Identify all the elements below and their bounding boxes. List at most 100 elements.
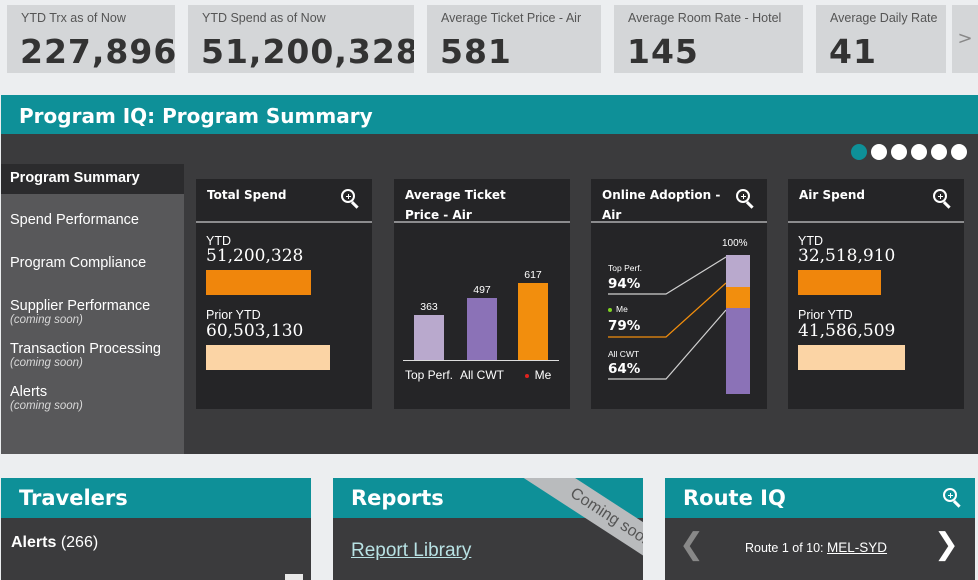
chevron-left-icon[interactable]: ❮: [679, 527, 705, 562]
alerts-label: Alerts: [11, 534, 57, 551]
program-iq-body: Program Summary Spend Performance Progra…: [1, 134, 978, 454]
nav-sub-label: (coming soon): [10, 314, 83, 326]
kpi-value: 145: [627, 32, 699, 71]
kpi-label: YTD Spend as of Now: [202, 11, 326, 25]
card-title: Air Spend: [799, 188, 865, 202]
me-label-text: Me: [616, 304, 628, 314]
prior-ytd-value: 41,586,509: [798, 321, 896, 341]
prior-ytd-value: 60,503,130: [206, 321, 304, 341]
kpi-value: 41: [829, 32, 877, 71]
me-label: Me: [608, 304, 628, 314]
kpi-label: YTD Trx as of Now: [21, 11, 126, 25]
kpi-value: 51,200,328: [201, 32, 414, 71]
stack-segment-me: [726, 287, 750, 308]
air-spend-card: Air Spend YTD 32,518,910 Prior YTD 41,58…: [788, 179, 964, 409]
stack-segment-all-cwt: [726, 308, 750, 394]
nav-label: Program Compliance: [10, 255, 147, 271]
carousel-dot[interactable]: [931, 144, 947, 160]
prior-ytd-label: Prior YTD: [798, 308, 853, 322]
panel-title: Reports: [351, 486, 444, 510]
prior-ytd-bar: [206, 345, 330, 370]
nav-label: Supplier Performance: [10, 298, 151, 314]
travelers-header: Travelers: [1, 478, 311, 518]
program-iq-header: Program IQ: Program Summary: [1, 95, 978, 134]
kpi-avg-room-rate: Average Room Rate - Hotel 145: [614, 5, 803, 73]
kpi-avg-daily-rate: Average Daily Rate 41: [816, 5, 946, 73]
route-iq-panel: Route IQ ❮ Route 1 of 10: MEL-SYD ❯: [665, 478, 975, 580]
category-label: Top Perf.: [404, 368, 454, 382]
route-link[interactable]: MEL-SYD: [827, 540, 888, 555]
chevron-right-icon: >: [957, 28, 973, 49]
stack-segment-top-perf: [726, 255, 750, 287]
kpi-ytd-spend: YTD Spend as of Now 51,200,328: [188, 5, 414, 73]
kpi-label: Average Ticket Price - Air: [441, 11, 582, 25]
nav-spend-performance[interactable]: Spend Performance: [1, 212, 184, 228]
carousel-dot[interactable]: [851, 144, 867, 160]
me-value: 79%: [608, 318, 641, 334]
ytd-bar: [206, 270, 311, 295]
report-library-link[interactable]: Report Library: [351, 540, 472, 561]
me-dot-icon: [524, 373, 529, 378]
nav-label: Spend Performance: [10, 212, 139, 228]
top-perf-value: 94%: [608, 276, 641, 292]
nav-supplier-performance[interactable]: Supplier Performance (coming soon): [1, 298, 184, 326]
route-counter: Route 1 of 10:: [745, 541, 824, 555]
category-text: Me: [534, 368, 552, 382]
card-divider: [788, 221, 964, 223]
nav-label: Program Summary: [10, 170, 140, 186]
zoom-icon[interactable]: [736, 189, 756, 209]
card-title: Online Adoption - Air: [602, 188, 721, 222]
chevron-right-icon[interactable]: ❯: [933, 527, 959, 562]
top-perf-label: Top Perf.: [608, 263, 643, 273]
card-divider: [591, 221, 767, 223]
avg-ticket-card: Average Ticket Price - Air 363 497 617 T…: [394, 179, 570, 409]
route-iq-header: Route IQ: [665, 478, 975, 518]
panel-title: Travelers: [19, 486, 128, 510]
nav-sub-label: (coming soon): [10, 357, 83, 369]
reports-panel: Reports Coming soon Report Library: [333, 478, 643, 580]
ytd-value: 32,518,910: [798, 246, 896, 266]
nav-transaction-processing[interactable]: Transaction Processing (coming soon): [1, 341, 184, 369]
nav-sub-label: (coming soon): [10, 400, 83, 412]
bar-top-perf: [414, 315, 444, 360]
carousel-dot[interactable]: [891, 144, 907, 160]
category-label-me: Me: [513, 369, 563, 382]
carousel-dot[interactable]: [871, 144, 887, 160]
travelers-alerts-link[interactable]: Alerts (266): [11, 534, 98, 552]
card-divider: [196, 221, 372, 223]
zoom-icon[interactable]: [933, 189, 953, 209]
bar-value-label: 363: [420, 301, 438, 313]
prior-ytd-label: Prior YTD: [206, 308, 261, 322]
online-adoption-card: Online Adoption - Air 100% Top Perf. 94%…: [591, 179, 767, 409]
carousel-dots: [847, 144, 967, 164]
nav-program-compliance[interactable]: Program Compliance: [1, 255, 184, 271]
card-title: Total Spend: [207, 188, 287, 202]
alerts-count: (266): [60, 534, 99, 551]
carousel-dot[interactable]: [911, 144, 927, 160]
chart-axis: [403, 360, 559, 361]
route-indicator: Route 1 of 10: MEL-SYD: [745, 540, 887, 555]
scrollbar[interactable]: [285, 574, 303, 580]
ytd-label: YTD: [206, 234, 231, 248]
nav-program-summary[interactable]: Program Summary: [1, 164, 184, 194]
bar-value-label: 497: [473, 284, 491, 296]
total-spend-card: Total Spend YTD 51,200,328 Prior YTD 60,…: [196, 179, 372, 409]
kpi-value: 581: [440, 32, 512, 71]
zoom-icon[interactable]: [341, 189, 361, 209]
kpi-avg-ticket-air: Average Ticket Price - Air 581: [427, 5, 601, 73]
ytd-bar: [798, 270, 881, 295]
max-percent-label: 100%: [722, 238, 748, 249]
kpi-next-button[interactable]: >: [952, 5, 978, 73]
bar-all-cwt: [467, 298, 497, 360]
ytd-value: 51,200,328: [206, 246, 304, 266]
carousel-dot[interactable]: [951, 144, 967, 160]
ytd-label: YTD: [798, 234, 823, 248]
panel-title: Route IQ: [683, 486, 786, 510]
travelers-panel: Travelers Alerts (266): [1, 478, 311, 580]
category-label: All CWT: [460, 368, 504, 382]
nav-alerts[interactable]: Alerts (coming soon): [1, 384, 184, 412]
nav-label: Alerts: [10, 384, 48, 400]
all-cwt-value: 64%: [608, 361, 641, 377]
kpi-value: 227,896: [20, 32, 175, 71]
zoom-icon[interactable]: [943, 488, 963, 508]
